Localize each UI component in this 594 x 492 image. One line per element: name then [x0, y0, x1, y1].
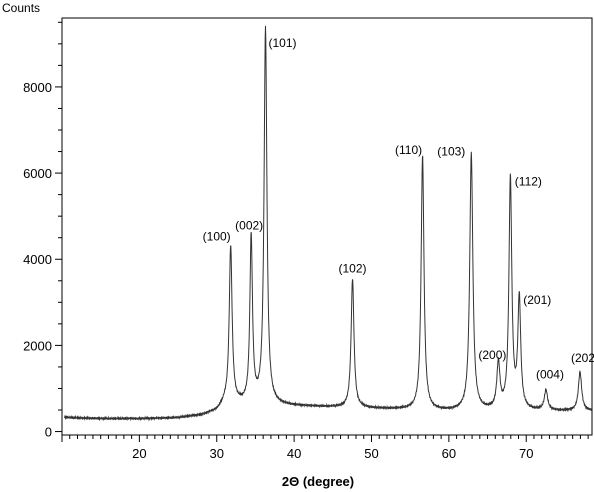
plot-frame	[61, 17, 593, 436]
peak-labels: (100) (002) (101) (102) (110) (103) (200) (112)…	[203, 36, 594, 382]
peak-label: (200)	[478, 348, 506, 362]
x-tick-label: 20	[132, 446, 146, 461]
y-tick-label: 4000	[23, 252, 52, 267]
y-tick-label: 0	[45, 425, 52, 440]
peak-label: (110)	[395, 143, 422, 157]
x-tick-label: 60	[442, 446, 456, 461]
peak-label: (201)	[523, 293, 551, 307]
y-tick-label: 2000	[23, 338, 52, 353]
diffraction-series-line	[63, 25, 593, 422]
y-tick-label: 6000	[23, 166, 52, 181]
x-tick-label: 50	[364, 446, 378, 461]
peak-label: (004)	[536, 368, 564, 382]
x-tick-label: 30	[210, 446, 224, 461]
x-axis-title: 2Θ (degree)	[282, 474, 354, 489]
axis-ticks	[55, 21, 589, 442]
peak-label: (100)	[203, 229, 231, 243]
x-tick-label: 40	[287, 446, 301, 461]
y-axis-label: Counts	[2, 1, 40, 15]
peak-label: (103)	[437, 145, 465, 159]
x-tick-label: 70	[519, 446, 533, 461]
peak-label: (002)	[235, 219, 263, 233]
peak-label: (202)	[571, 351, 594, 365]
y-tick-label: 8000	[23, 80, 52, 95]
axis-tick-labels: 20 30 40 50 60 70 0 2000 4000 6000 8000	[23, 80, 533, 461]
peak-label: (102)	[339, 262, 367, 276]
peak-label: (101)	[268, 36, 296, 50]
peak-label: (112)	[515, 175, 542, 189]
